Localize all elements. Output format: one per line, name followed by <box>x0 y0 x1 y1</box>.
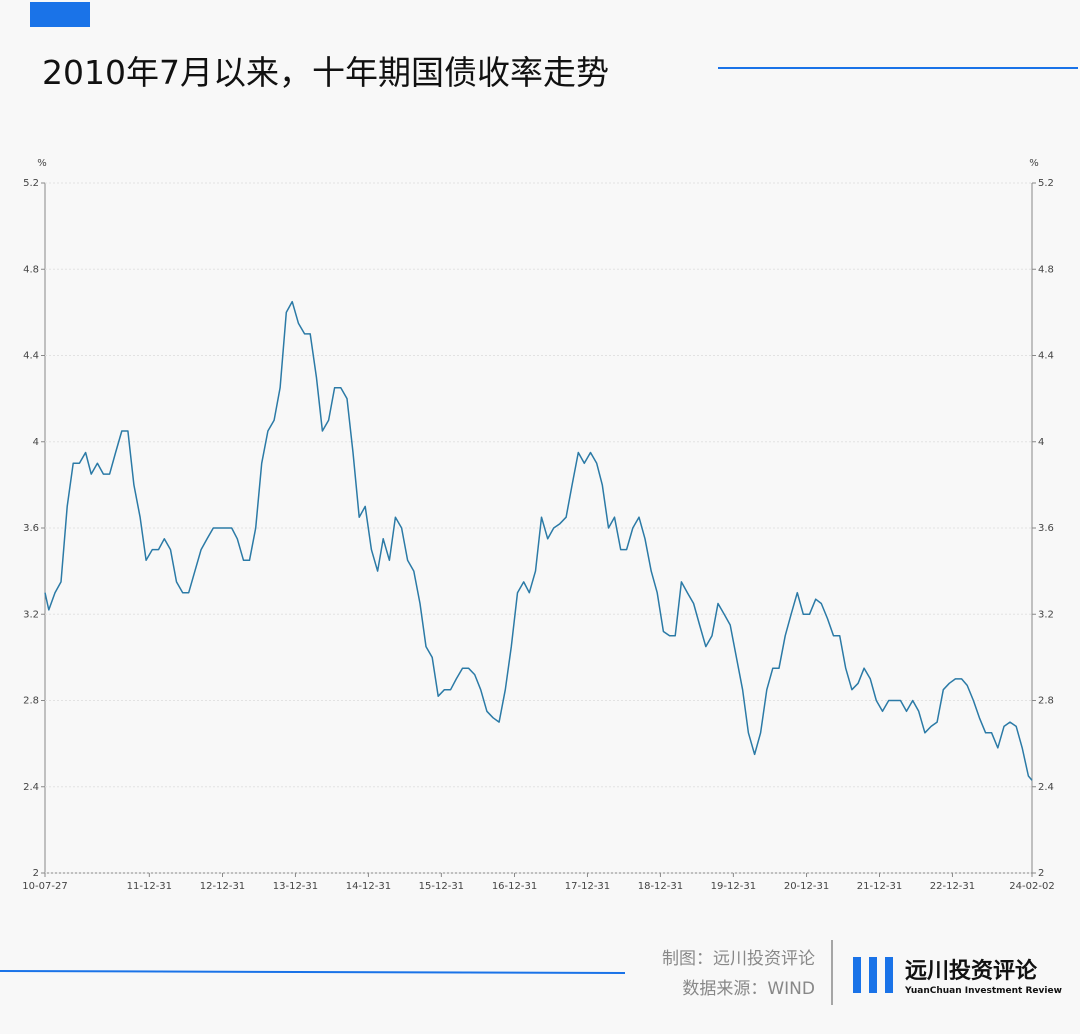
chart-title: 2010年7月以来，十年期国债收率走势 <box>42 53 609 92</box>
x-tick-label: 17-12-31 <box>565 881 610 892</box>
y-unit: % <box>37 158 47 169</box>
y2-tick-label: 2.8 <box>1038 696 1054 707</box>
footer-source: 数据来源：WIND <box>682 979 815 999</box>
logo-subtitle: YuanChuan Investment Review <box>904 986 1062 996</box>
x-tick-label: 22-12-31 <box>930 881 975 892</box>
x-tick-label: 21-12-31 <box>857 881 902 892</box>
x-tick-label: 16-12-31 <box>492 881 537 892</box>
y-tick-label: 4.8 <box>23 264 39 275</box>
x-tick-label: 19-12-31 <box>711 881 756 892</box>
y-tick-label: 5.2 <box>23 178 39 189</box>
y2-tick-label: 2.4 <box>1038 782 1054 793</box>
x-tick-label: 12-12-31 <box>200 881 245 892</box>
y2-unit: % <box>1029 158 1039 169</box>
x-tick-label: 14-12-31 <box>346 881 391 892</box>
y2-tick-label: 4 <box>1038 437 1044 448</box>
x-tick-label: 24-02-02 <box>1009 881 1054 892</box>
y-tick-label: 4 <box>33 437 39 448</box>
x-tick-label: 18-12-31 <box>638 881 683 892</box>
x-tick-label: 13-12-31 <box>273 881 318 892</box>
y2-tick-label: 2 <box>1038 868 1044 879</box>
y2-tick-label: 3.6 <box>1038 523 1054 534</box>
logo-name: 远川投资评论 <box>905 958 1038 984</box>
x-tick-label: 11-12-31 <box>127 881 172 892</box>
logo-icon <box>853 957 893 993</box>
x-tick-label: 10-07-27 <box>22 881 67 892</box>
y-tick-label: 3.2 <box>23 609 39 620</box>
y-tick-label: 2.8 <box>23 696 39 707</box>
y2-tick-label: 3.2 <box>1038 609 1054 620</box>
y-tick-label: 2 <box>33 868 39 879</box>
y-tick-label: 4.4 <box>23 351 39 362</box>
y-tick-label: 3.6 <box>23 523 39 534</box>
footer-rule <box>0 970 626 974</box>
footer-credit: 制图：远川投资评论 <box>662 949 815 969</box>
y2-tick-label: 4.4 <box>1038 351 1054 362</box>
x-tick-label: 20-12-31 <box>784 881 829 892</box>
y2-tick-label: 5.2 <box>1038 178 1054 189</box>
yield-line <box>44 300 1033 781</box>
title-badge <box>30 2 90 27</box>
y-tick-label: 2.4 <box>23 782 39 793</box>
x-tick-label: 15-12-31 <box>419 881 464 892</box>
y2-tick-label: 4.8 <box>1038 264 1054 275</box>
